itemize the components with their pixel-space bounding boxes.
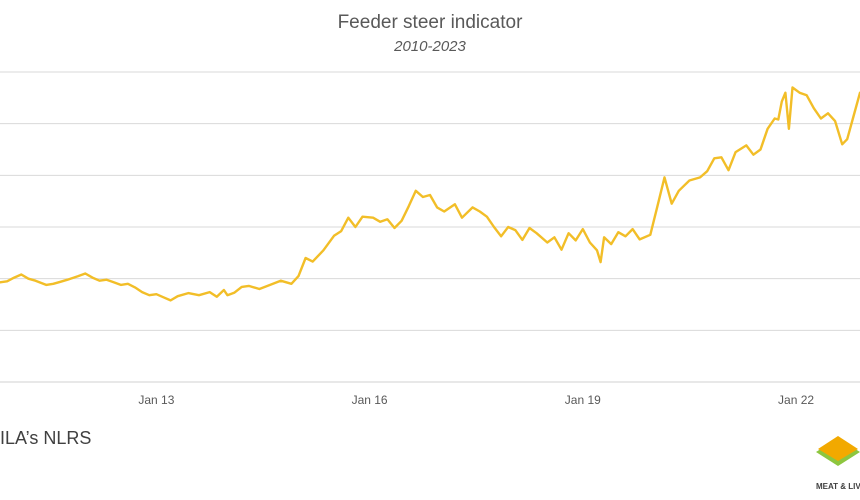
- chart-subtitle: 2010-2023: [393, 38, 466, 55]
- x-tick-label-3: Jan 22: [778, 393, 814, 407]
- chart-title: Feeder steer indicator: [338, 12, 523, 33]
- source-note: ILA’s NLRS: [0, 428, 91, 448]
- x-tick-label-0: Jan 13: [138, 393, 174, 407]
- gridlines: [0, 71, 860, 331]
- x-tick-label-1: Jan 16: [352, 393, 388, 407]
- series-line: [0, 86, 860, 302]
- logo-mark-top: [818, 436, 858, 461]
- logo: MEAT & LIV: [816, 436, 860, 491]
- x-tick-label-2: Jan 19: [565, 393, 601, 407]
- logo-text: MEAT & LIV: [816, 482, 860, 491]
- x-tick-labels: Jan 13 Jan 16 Jan 19 Jan 22: [138, 393, 814, 407]
